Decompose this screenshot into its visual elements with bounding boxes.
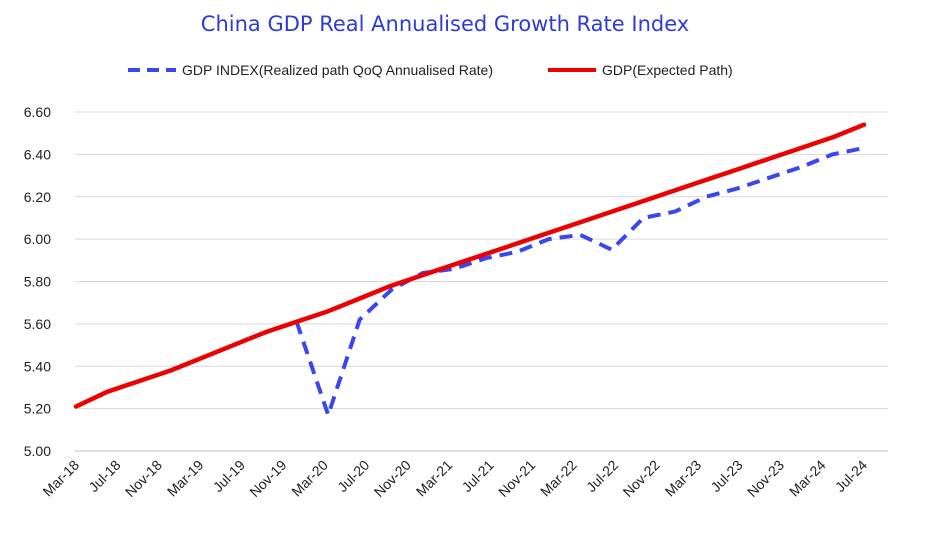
y-tick-label: 6.00 bbox=[24, 231, 51, 247]
x-tick-label: Nov-21 bbox=[495, 457, 538, 500]
x-tick-label: Nov-18 bbox=[122, 457, 165, 500]
y-tick-label: 6.60 bbox=[24, 104, 51, 120]
x-tick-label: Jul-20 bbox=[334, 457, 372, 495]
x-tick-label: Jul-19 bbox=[210, 457, 248, 495]
series-line-realized bbox=[294, 146, 865, 417]
y-tick-label: 6.40 bbox=[24, 146, 51, 162]
y-tick-label: 5.60 bbox=[24, 316, 51, 332]
y-tick-label: 5.20 bbox=[24, 401, 51, 417]
y-tick-label: 5.40 bbox=[24, 358, 51, 374]
legend-label-realized: GDP INDEX(Realized path QoQ Annualised R… bbox=[182, 62, 494, 78]
series-line-expected bbox=[73, 122, 867, 409]
x-tick-label: Nov-20 bbox=[371, 457, 414, 500]
x-tick-label: Nov-22 bbox=[620, 457, 663, 500]
x-tick-label: Nov-19 bbox=[246, 457, 289, 500]
legend-item-realized: GDP INDEX(Realized path QoQ Annualised R… bbox=[128, 62, 493, 78]
x-tick-label: Mar-20 bbox=[288, 457, 331, 500]
x-tick-label: Jul-23 bbox=[707, 457, 745, 495]
y-tick-label: 6.20 bbox=[24, 189, 51, 205]
x-tick-label: Jul-24 bbox=[832, 457, 870, 495]
chart-title: China GDP Real Annualised Growth Rate In… bbox=[200, 12, 690, 36]
x-tick-label: Mar-23 bbox=[662, 457, 705, 500]
x-tick-label: Jul-22 bbox=[583, 457, 621, 495]
x-tick-label: Mar-19 bbox=[164, 457, 207, 500]
legend-item-expected: GDP(Expected Path) bbox=[548, 62, 733, 78]
y-tick-label: 5.00 bbox=[24, 443, 51, 459]
x-tick-label: Mar-21 bbox=[413, 457, 456, 500]
x-tick-label: Mar-22 bbox=[537, 457, 580, 500]
x-tick-label: Jul-18 bbox=[85, 457, 123, 495]
x-tick-label: Mar-24 bbox=[786, 457, 829, 500]
x-tick-label: Jul-21 bbox=[459, 457, 497, 495]
legend-label-expected: GDP(Expected Path) bbox=[602, 62, 733, 78]
y-tick-label: 5.80 bbox=[24, 274, 51, 290]
x-tick-label: Nov-23 bbox=[744, 457, 787, 500]
legend-swatch-dashed bbox=[128, 68, 176, 72]
x-tick-label: Mar-18 bbox=[39, 457, 82, 500]
legend-swatch-solid bbox=[548, 68, 596, 72]
